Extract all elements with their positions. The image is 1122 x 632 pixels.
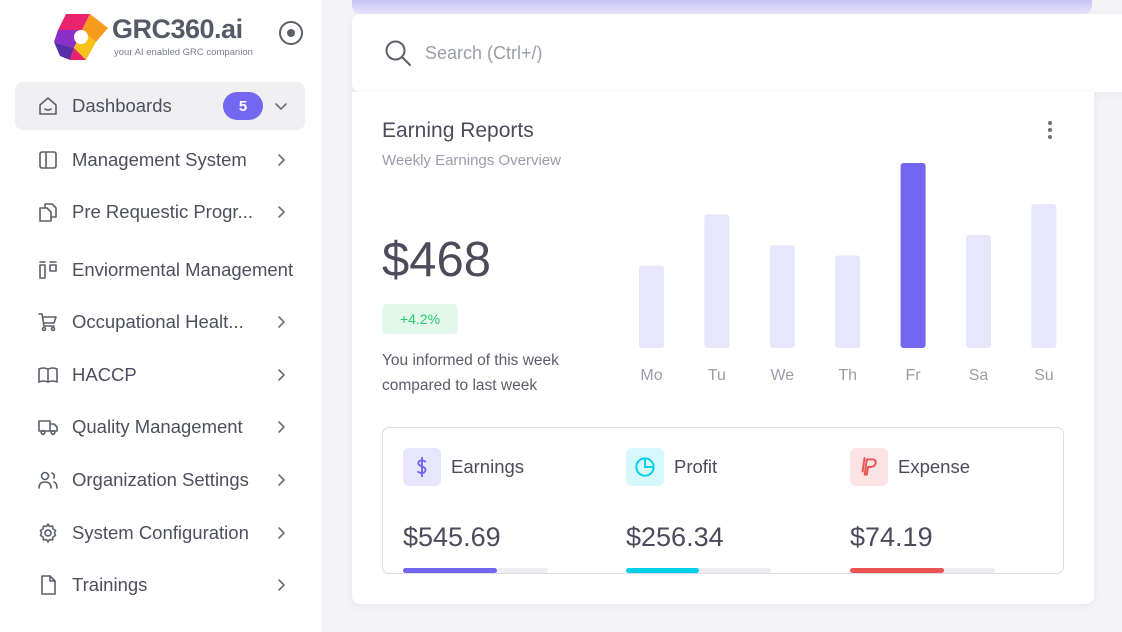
- chart-bar-fr[interactable]: [900, 163, 926, 348]
- chevron-right-icon[interactable]: [271, 202, 291, 222]
- card-subtitle: Weekly Earnings Overview: [382, 152, 561, 169]
- sidebar-item-label: System Configuration: [72, 522, 249, 543]
- sidebar-item-label: Management System: [72, 149, 247, 170]
- chart-bar-we[interactable]: [769, 245, 795, 348]
- stat-value: $256.34: [626, 522, 724, 552]
- chart-tick-label: Sa: [969, 367, 989, 384]
- sidebar-item-label: Enviormental Management: [72, 259, 294, 280]
- brand-logo[interactable]: GRC360.ai your AI enabled GRC companion: [52, 10, 262, 64]
- home-icon: [39, 97, 57, 115]
- progress-fill: [626, 568, 699, 573]
- truck-icon: [38, 420, 58, 436]
- sidebar: GRC360.ai your AI enabled GRC companion …: [0, 0, 323, 632]
- sidebar-item-quality-management[interactable]: Quality Management: [15, 403, 305, 451]
- sidebar-item-label: Dashboards: [72, 95, 172, 116]
- more-options-icon[interactable]: [1042, 118, 1058, 144]
- chart-bar-tu[interactable]: [704, 214, 730, 348]
- chart-tick-label: Th: [838, 367, 857, 384]
- progress-track: [626, 568, 771, 573]
- chart-bar-sa[interactable]: [966, 234, 991, 348]
- brand-name: GRC360.ai: [112, 14, 243, 44]
- notification-badge: 5: [223, 92, 263, 120]
- pie-chart-icon: [626, 448, 664, 486]
- book-icon: [38, 367, 58, 383]
- sidebar-item-label: HACCP: [72, 364, 137, 385]
- chart-bar-su[interactable]: [1031, 204, 1057, 348]
- weekly-earnings-chart: Mo Tu We Th Fr Sa Su: [639, 163, 1057, 384]
- sidebar-item-dashboards[interactable]: Dashboards 5: [15, 82, 305, 130]
- chevron-right-icon[interactable]: [271, 417, 291, 437]
- progress-track: [850, 568, 995, 573]
- sidebar-item-organization-settings[interactable]: Organization Settings: [15, 456, 305, 504]
- stat-label: Earnings: [451, 456, 525, 477]
- files-icon: [39, 203, 57, 222]
- logo-mark-icon: [54, 14, 108, 60]
- sidebar-item-system-configuration[interactable]: System Configuration: [15, 509, 305, 557]
- chart-tick-label: Tu: [708, 367, 726, 384]
- progress-fill: [850, 568, 945, 573]
- change-badge: +4.2%: [382, 304, 458, 334]
- sidebar-item-occupational-healt[interactable]: Occupational Healt...: [15, 298, 305, 346]
- stat-value: $545.69: [403, 522, 501, 552]
- sidebar-item-label: Pre Requestic Progr...: [72, 201, 253, 222]
- comparison-note: You informed of this week compared to la…: [382, 352, 559, 394]
- sidebar-item-label: Quality Management: [72, 416, 243, 437]
- chart-bar-th[interactable]: [835, 255, 861, 349]
- weekly-amount: $468: [382, 233, 492, 287]
- chart-tick-label: Su: [1034, 367, 1054, 384]
- sidebar-item-management-system[interactable]: Management System: [15, 136, 305, 184]
- chart-bar-mo[interactable]: [639, 265, 664, 348]
- sidebar-item-label: Occupational Healt...: [72, 311, 244, 332]
- search-icon[interactable]: [383, 38, 413, 68]
- file-icon: [41, 575, 56, 595]
- chevron-right-icon[interactable]: [271, 150, 291, 170]
- chevron-right-icon[interactable]: [271, 365, 291, 385]
- chevron-right-icon[interactable]: [271, 470, 291, 490]
- stat-label: Expense: [898, 456, 970, 477]
- progress-track: [403, 568, 548, 573]
- stat-label: Profit: [674, 456, 718, 477]
- sidebar-item-label: Trainings: [72, 574, 148, 595]
- chevron-right-icon[interactable]: [271, 523, 291, 543]
- sidebar-item-haccp[interactable]: HACCP: [15, 351, 305, 399]
- chart-tick-label: Fr: [906, 367, 922, 384]
- earning-reports-card: Earning Reports Weekly Earnings Overview…: [352, 92, 1094, 604]
- stat-value: $74.19: [850, 522, 933, 552]
- top-gradient-band: [352, 0, 1092, 14]
- sidebar-toggle-button[interactable]: [279, 21, 303, 45]
- columns-icon: [39, 261, 57, 279]
- layout-sidebar-icon: [39, 151, 57, 169]
- brand-tagline: your AI enabled GRC companion: [114, 47, 253, 58]
- chevron-right-icon[interactable]: [271, 312, 291, 332]
- search-bar[interactable]: [352, 14, 1122, 92]
- dollar-icon: [403, 448, 441, 486]
- paypal-icon: [850, 448, 888, 486]
- sidebar-item-pre-requestic-progr[interactable]: Pre Requestic Progr...: [15, 188, 305, 236]
- chart-tick-label: We: [770, 367, 794, 384]
- search-input[interactable]: [425, 42, 925, 64]
- gear-icon: [39, 523, 57, 543]
- chevron-right-icon[interactable]: [271, 575, 291, 595]
- stats-summary: Earnings $545.69 Profit $256.34 Expense $74.1…: [382, 427, 1064, 574]
- progress-fill: [403, 568, 498, 573]
- card-title: Earning Reports: [382, 119, 534, 142]
- chevron-down-icon[interactable]: [271, 96, 291, 116]
- sidebar-item-label: Organization Settings: [72, 469, 249, 490]
- users-icon: [38, 471, 58, 489]
- sidebar-item-enviormental-management[interactable]: Enviormental Management: [15, 246, 305, 294]
- shopping-cart-icon: [38, 313, 57, 332]
- sidebar-item-trainings[interactable]: Trainings: [15, 561, 305, 609]
- chart-tick-label: Mo: [640, 367, 662, 384]
